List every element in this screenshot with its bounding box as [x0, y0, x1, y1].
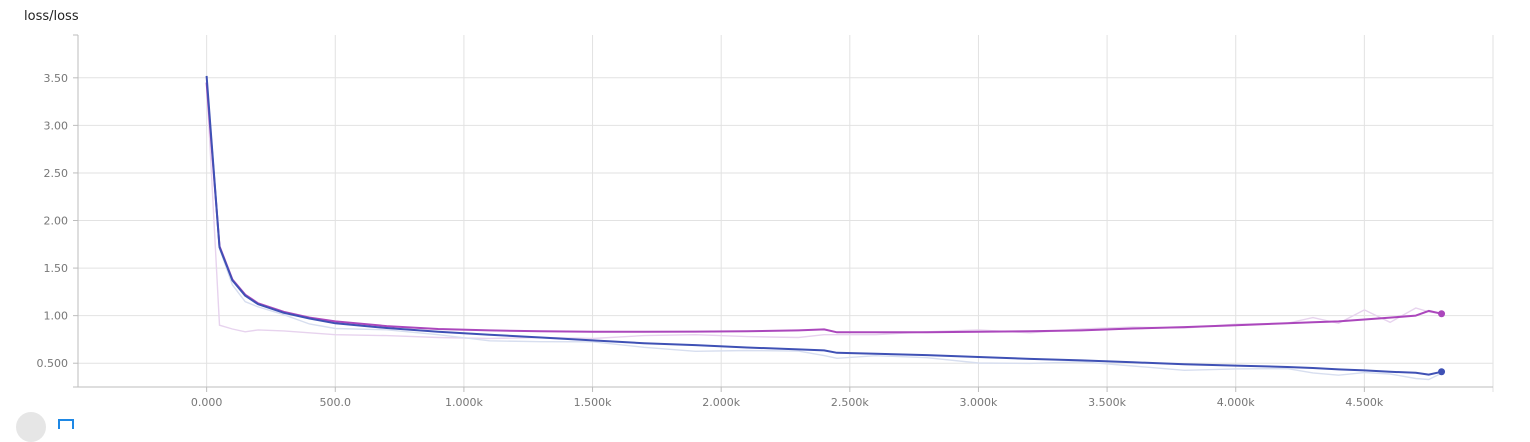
- x-tick-label: 0.000: [191, 396, 223, 409]
- chart-title: loss/loss: [24, 9, 79, 24]
- x-tick-label: 2.000k: [702, 396, 740, 409]
- x-tick-label: 1.000k: [445, 396, 483, 409]
- x-tick-label: 500.0: [320, 396, 352, 409]
- y-tick-label: 1.00: [44, 310, 69, 323]
- axis-layer: 0.000 500.0 1.000k 1.500k 2.000k 2.500k 3.000k…: [37, 34, 1493, 409]
- x-tick-label: 3.500k: [1088, 396, 1126, 409]
- loss-chart: 0.000 500.0 1.000k 1.500k 2.000k 2.500k 3.000k…: [37, 34, 1494, 409]
- x-tick-label: 1.500k: [574, 396, 612, 409]
- y-tick-label: 2.50: [44, 167, 69, 180]
- y-tick-label: 1.50: [44, 262, 69, 275]
- series-1-line: [205, 75, 1442, 376]
- log-scale-toggle-icon[interactable]: [58, 419, 74, 429]
- series-1-end-point: [1438, 368, 1446, 376]
- x-tick-label: 2.500k: [831, 396, 869, 409]
- x-tick-label: 4.000k: [1217, 396, 1255, 409]
- x-tick-label: 3.000k: [960, 396, 998, 409]
- series-0-line: [205, 82, 1442, 334]
- expand-button[interactable]: [16, 412, 46, 442]
- series-layer: [205, 75, 1446, 381]
- y-tick-label: 2.00: [44, 215, 69, 228]
- y-tick-label: 0.500: [37, 357, 69, 370]
- series-0-end-point: [1438, 310, 1446, 318]
- series-1-raw-line: [205, 79, 1442, 381]
- x-tick-label: 4.500k: [1345, 396, 1383, 409]
- y-tick-label: 3.50: [44, 72, 69, 85]
- y-tick-label: 3.00: [44, 119, 69, 132]
- grid-layer: [78, 35, 1494, 392]
- series-0-raw-line: [205, 82, 1442, 340]
